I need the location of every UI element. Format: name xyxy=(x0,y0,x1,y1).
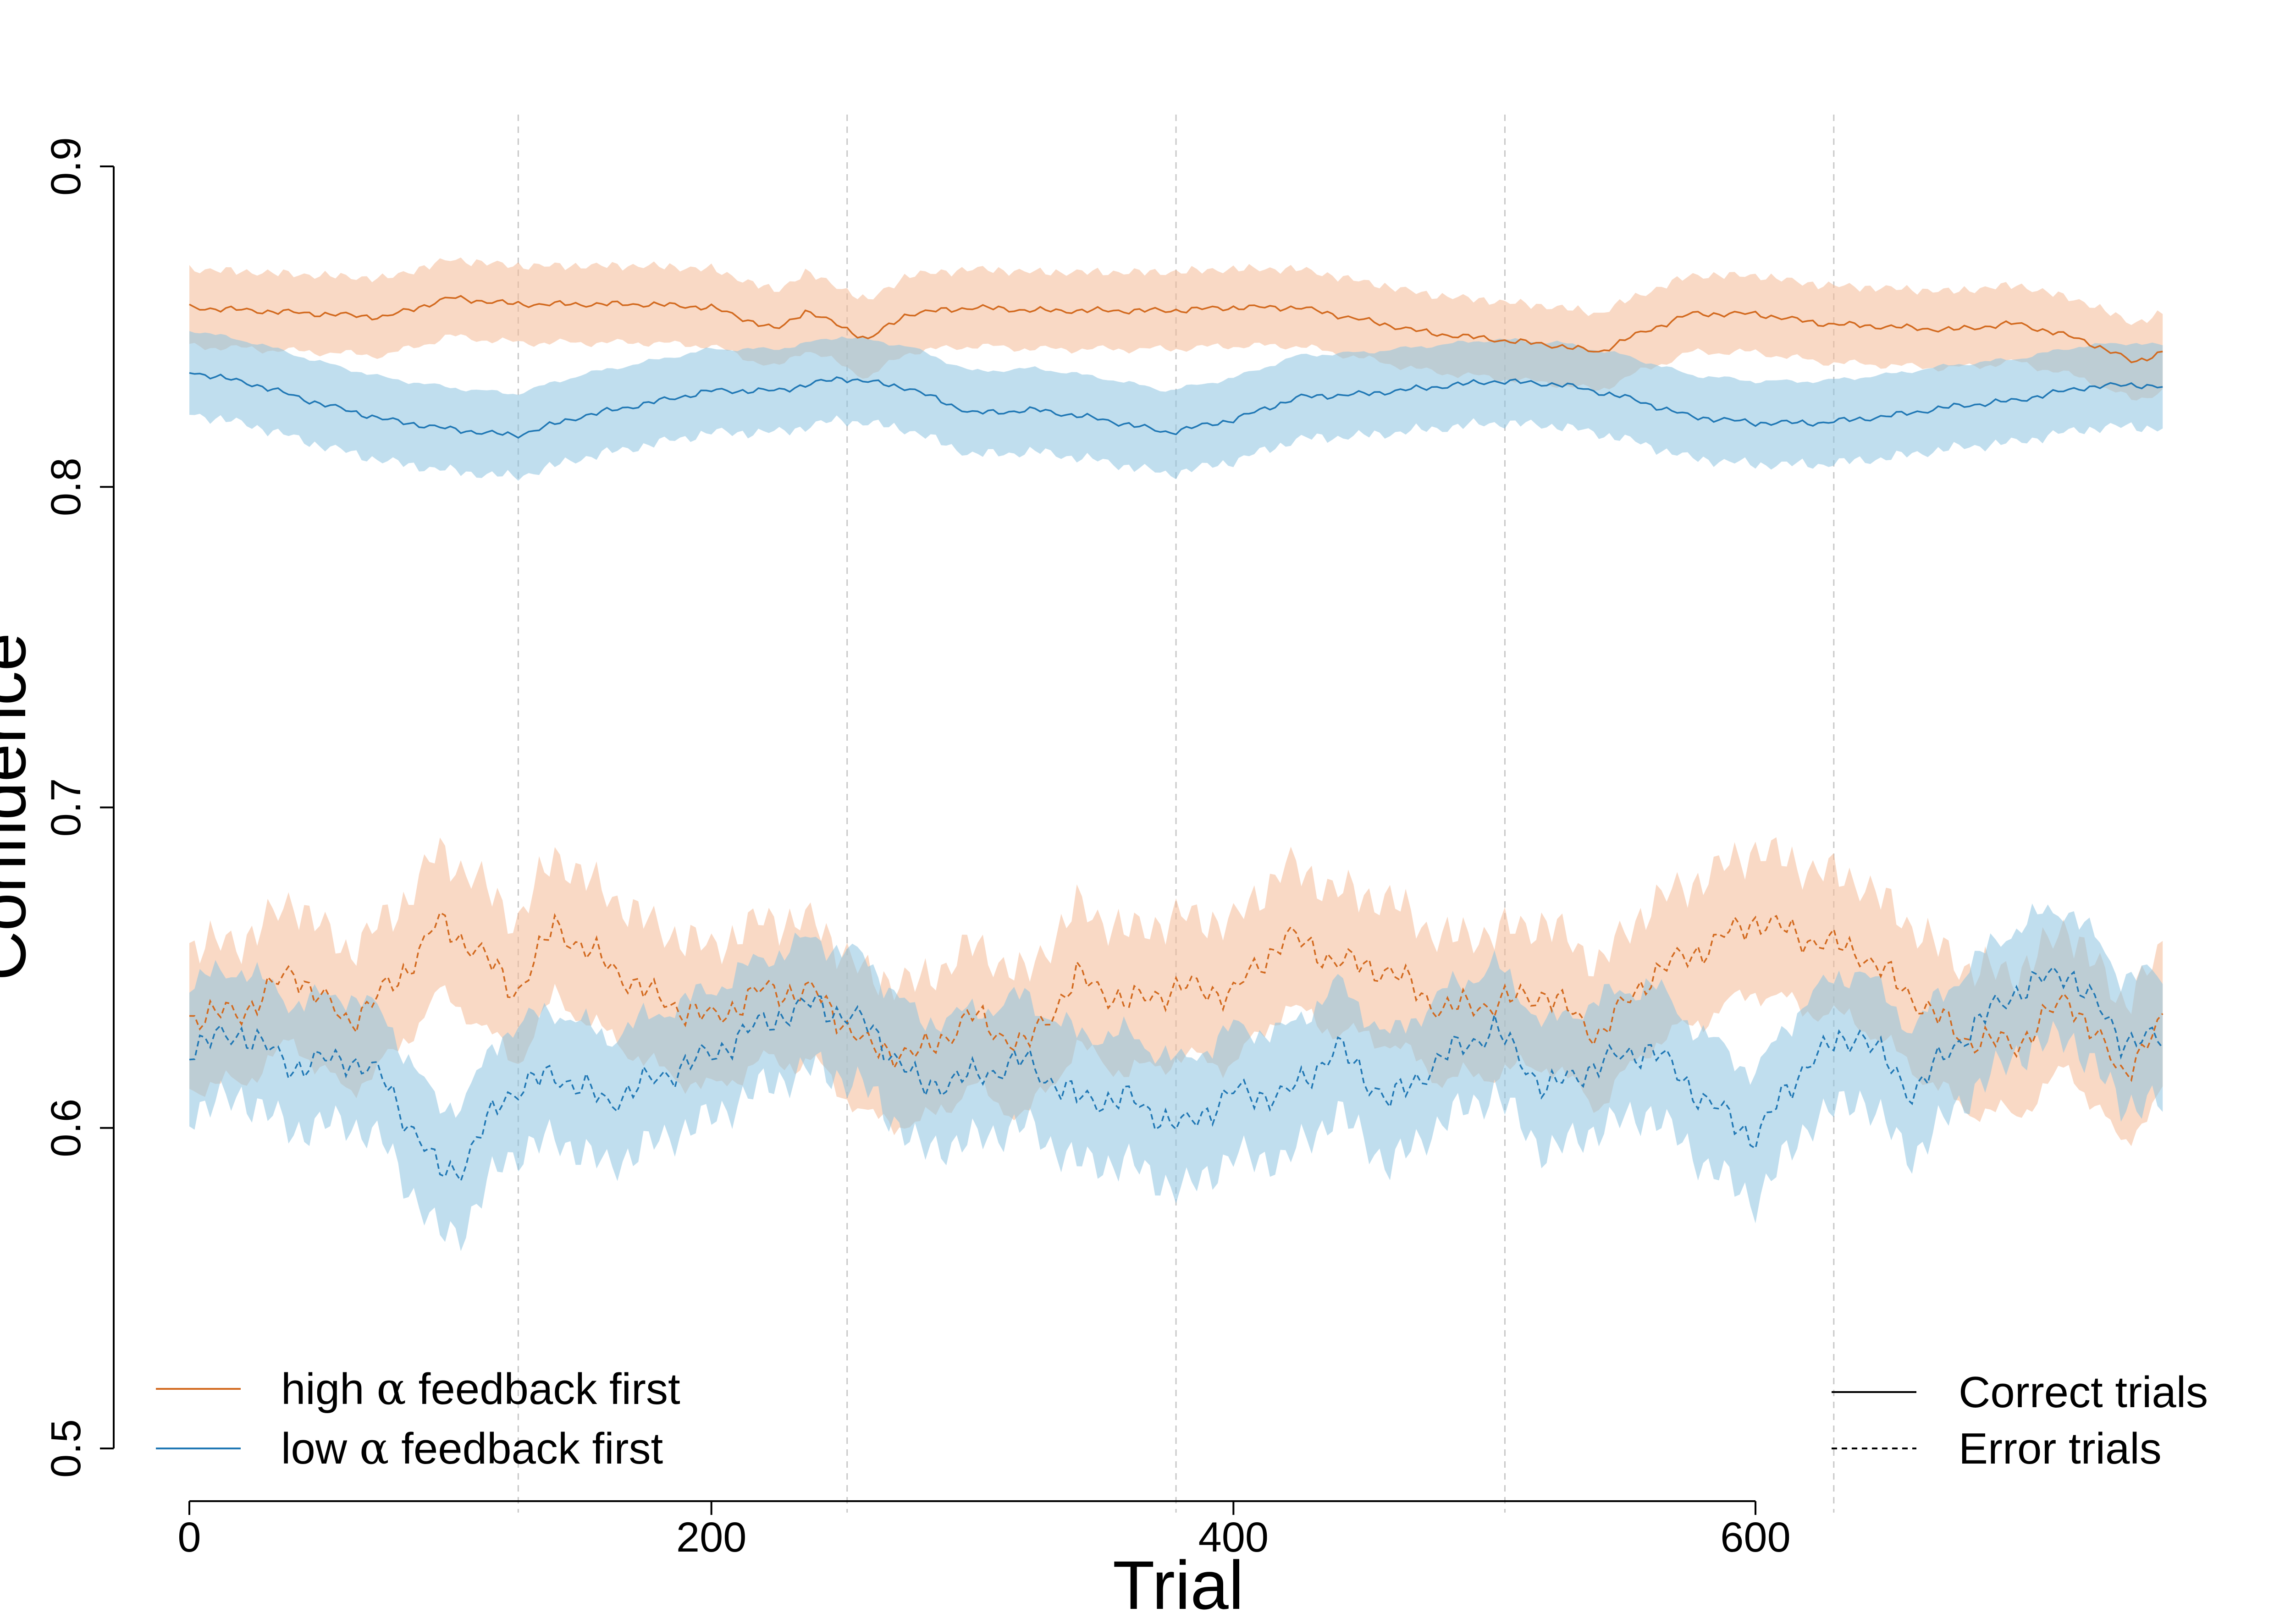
band-low-error xyxy=(189,903,2163,1251)
y-tick-label: 0.6 xyxy=(43,1099,89,1157)
legend-label-high: high α feedback first xyxy=(281,1363,680,1415)
legend-label-correct: Correct trials xyxy=(1959,1368,2208,1417)
series-lines xyxy=(189,295,2164,1183)
band-high-correct xyxy=(189,257,2163,401)
confidence-bands xyxy=(189,257,2163,1251)
series-line-low-error xyxy=(189,966,2164,1183)
y-axis-title: Confidence xyxy=(0,633,40,981)
y-tick-label: 0.7 xyxy=(43,778,89,837)
legend-label-error: Error trials xyxy=(1959,1424,2162,1473)
y-ticks: 0.5 0.6 0.7 0.8 0.9 xyxy=(43,137,114,1478)
series-line-high-correct xyxy=(189,295,2163,363)
y-tick-label: 0.8 xyxy=(43,457,89,516)
x-axis: 0 200 400 600 xyxy=(177,1500,1791,1561)
legend-label-low: low α feedback first xyxy=(281,1423,663,1474)
x-tick-label: 200 xyxy=(676,1514,747,1561)
y-tick-label: 0.5 xyxy=(43,1419,89,1478)
x-tick-label: 0 xyxy=(177,1514,201,1561)
x-tick-label: 600 xyxy=(1720,1514,1791,1561)
x-tick-label: 400 xyxy=(1198,1514,1269,1561)
band-low-correct xyxy=(189,331,2163,481)
legend-condition: high α feedback first low α feedback fir… xyxy=(156,1363,680,1474)
series-line-high-error xyxy=(189,911,2164,1082)
x-ticks: 0 200 400 600 xyxy=(177,1501,1791,1561)
legend-linetype: Correct trials Error trials xyxy=(1832,1368,2208,1473)
series-line-low-correct xyxy=(189,372,2163,439)
y-axis: 0.5 0.6 0.7 0.8 0.9 xyxy=(43,137,115,1478)
x-axis-title: Trial xyxy=(1113,1547,1244,1624)
y-tick-label: 0.9 xyxy=(43,137,89,196)
